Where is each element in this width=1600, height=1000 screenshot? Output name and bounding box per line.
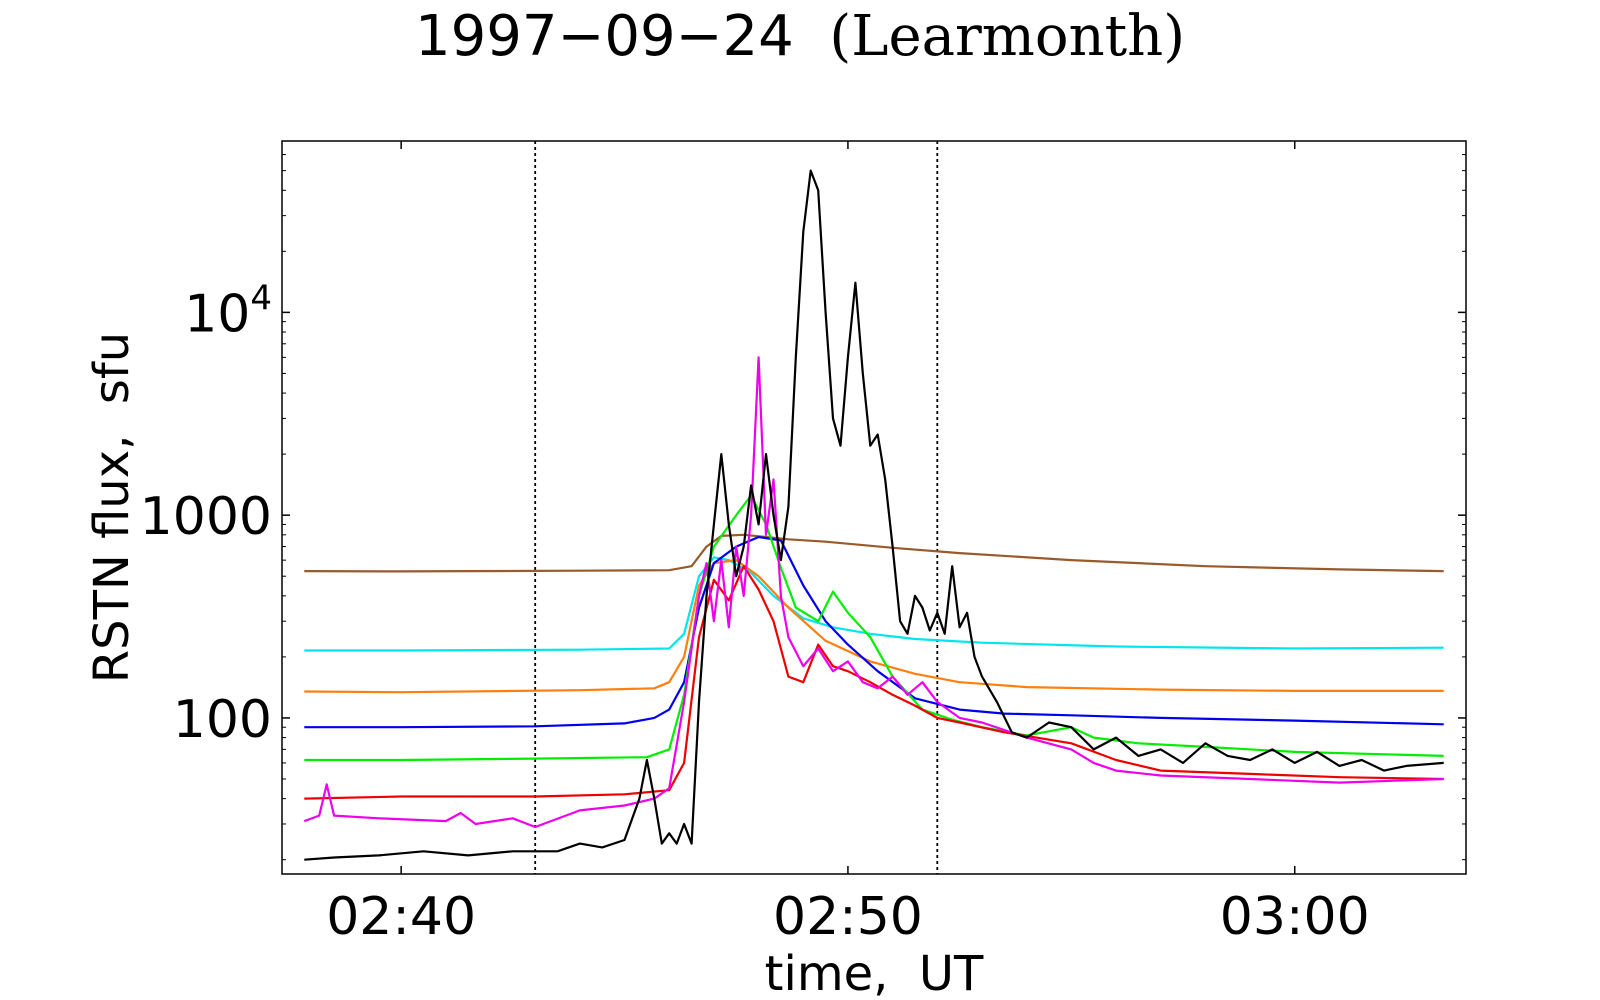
- series-line-4: [304, 535, 1444, 729]
- series-line-5: [304, 494, 1444, 762]
- chart-title-date: 1997−09−24: [414, 4, 794, 69]
- series-line-1: [304, 533, 1444, 573]
- series-line-3: [304, 558, 1444, 694]
- event-markers: [534, 141, 939, 874]
- y-tick-label-2: 1000: [140, 487, 272, 547]
- x-axis-label: time, UT: [765, 946, 984, 1000]
- x-tick-label-2: 02:50: [773, 887, 923, 947]
- series-line-6: [304, 565, 1444, 800]
- series-line-8: [304, 169, 1444, 861]
- chart-subtitle: (Learmonth): [829, 4, 1186, 69]
- series-line-7: [303, 356, 1444, 829]
- y-tick-label-1: 100: [173, 690, 272, 750]
- y-tick-label-3: 104: [184, 278, 272, 344]
- x-tick-label-1: 02:40: [326, 887, 476, 947]
- series-line-2: [304, 556, 1444, 652]
- series-lines: [303, 169, 1444, 861]
- y-axis-label: RSTN flux, sfu: [84, 332, 140, 683]
- x-tick-label-3: 03:00: [1220, 887, 1370, 947]
- plot-frame: [281, 140, 1467, 875]
- chart-title: 1997−09−24 (Learmonth): [0, 4, 1600, 69]
- axis-ticks: 02:40 02:50 03:00 100 1000 104: [140, 140, 1466, 947]
